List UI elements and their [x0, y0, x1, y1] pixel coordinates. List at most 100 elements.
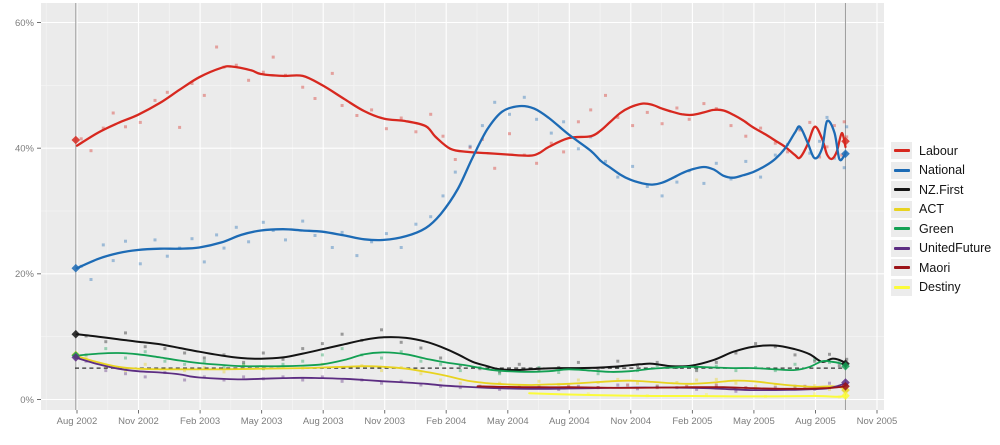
poll-point-national	[340, 230, 344, 234]
election-result-marker-national	[841, 149, 850, 159]
legend-item-national: National	[891, 161, 991, 181]
poll-point-national	[773, 153, 777, 157]
poll-point-labour	[234, 63, 238, 67]
poll-point-labour	[215, 45, 219, 49]
poll-point-green	[202, 359, 206, 363]
poll-point-labour	[798, 128, 802, 132]
poll-point-labour	[178, 125, 182, 129]
poll-point-unitedfuture	[537, 384, 541, 388]
legend-label: NZ.First	[919, 182, 964, 197]
poll-point-unitedfuture	[124, 372, 127, 376]
legend-item-unitedfuture: UnitedFuture	[891, 239, 991, 259]
legend-label: UnitedFuture	[919, 241, 992, 256]
poll-point-unitedfuture	[655, 384, 659, 388]
poll-point-national	[675, 180, 679, 184]
legend-key-swatch	[891, 220, 912, 238]
poll-point-national	[153, 238, 157, 242]
poll-point-nz.first	[320, 342, 324, 346]
poll-point-labour	[589, 108, 593, 112]
poll-point-green	[596, 372, 600, 376]
legend-key-swatch	[891, 200, 912, 218]
legend-label: ACT	[919, 202, 944, 217]
poll-point-unitedfuture	[301, 378, 305, 382]
poll-point-nz.first	[828, 352, 831, 356]
poll-point-national	[215, 233, 219, 237]
poll-point-nz.first	[773, 345, 777, 349]
poll-point-green	[714, 364, 718, 368]
poll-point-act	[439, 378, 443, 382]
poll-point-national	[660, 194, 664, 198]
election-result-marker-unitedfuture	[71, 353, 81, 362]
poll-point-nz.first	[837, 364, 841, 368]
poll-point-labour	[414, 130, 418, 134]
y-tick-label: 60%	[15, 18, 35, 29]
poll-point-national	[414, 222, 418, 226]
legend-color-line	[893, 207, 910, 211]
poll-point-labour	[261, 70, 265, 74]
poll-point-act	[616, 377, 620, 381]
poll-point-labour	[840, 153, 844, 157]
poll-point-green	[143, 350, 147, 354]
poll-point-green	[793, 362, 797, 366]
chart-legend: Labour National NZ.First ACT Green UnitedFutu…	[891, 141, 991, 297]
legend-label: Green	[919, 221, 954, 236]
poll-point-national	[330, 246, 334, 249]
poll-point-green	[837, 359, 841, 363]
poll-point-national	[111, 259, 115, 263]
legend-label: Labour	[919, 143, 958, 158]
legend-item-labour: Labour	[891, 141, 991, 161]
poll-point-nz.first	[183, 351, 187, 355]
poll-point-national	[124, 239, 127, 243]
poll-point-national	[202, 260, 206, 264]
poll-point-nz.first	[202, 356, 206, 360]
poll-point-national	[190, 237, 194, 241]
poll-point-green	[124, 356, 127, 360]
poll-point-unitedfuture	[380, 381, 383, 385]
x-tick-label: Feb 2005	[672, 416, 712, 427]
poll-point-labour	[535, 161, 539, 165]
poll-point-green	[163, 359, 167, 363]
poll-point-national	[301, 219, 305, 223]
poll-point-unitedfuture	[636, 387, 639, 391]
poll-point-national	[808, 151, 812, 155]
poll-point-maori	[567, 384, 571, 388]
poll-point-national	[493, 100, 497, 104]
poll-point-national	[138, 262, 142, 266]
poll-point-labour	[645, 110, 649, 114]
poll-point-act	[576, 378, 580, 382]
legend-label: National	[919, 163, 965, 178]
poll-point-green	[242, 362, 246, 366]
poll-point-act	[754, 384, 758, 388]
poll-point-national	[825, 115, 829, 119]
poll-point-nz.first	[104, 340, 108, 344]
poll-point-labour	[301, 85, 305, 89]
poll-point-labour	[399, 116, 403, 120]
poll-point-unitedfuture	[143, 375, 147, 379]
poll-point-national	[384, 232, 388, 236]
poll-point-green	[281, 362, 285, 366]
poll-point-labour	[493, 166, 497, 170]
poll-point-national	[234, 225, 238, 229]
poll-point-labour	[453, 158, 457, 161]
poll-point-labour	[79, 137, 83, 141]
legend-key-swatch	[891, 239, 912, 257]
election-result-marker-green	[841, 361, 850, 371]
poll-point-green	[320, 353, 324, 357]
poll-point-national	[631, 164, 635, 168]
legend-item-destiny: Destiny	[891, 278, 991, 298]
poll-point-nz.first	[734, 351, 738, 355]
legend-key-swatch	[891, 142, 912, 160]
poll-point-national	[729, 177, 733, 181]
poll-point-nz.first	[458, 364, 462, 368]
poll-point-national	[535, 117, 539, 121]
trend-line-maori	[476, 385, 847, 390]
poll-point-unitedfuture	[419, 383, 423, 387]
poll-point-nz.first	[517, 362, 521, 366]
poll-point-labour	[616, 115, 620, 119]
legend-color-line	[893, 246, 910, 250]
poll-point-unitedfuture	[222, 378, 226, 382]
poll-point-green	[498, 372, 502, 376]
poll-point-labour	[202, 93, 206, 97]
poll-point-unitedfuture	[202, 375, 206, 379]
